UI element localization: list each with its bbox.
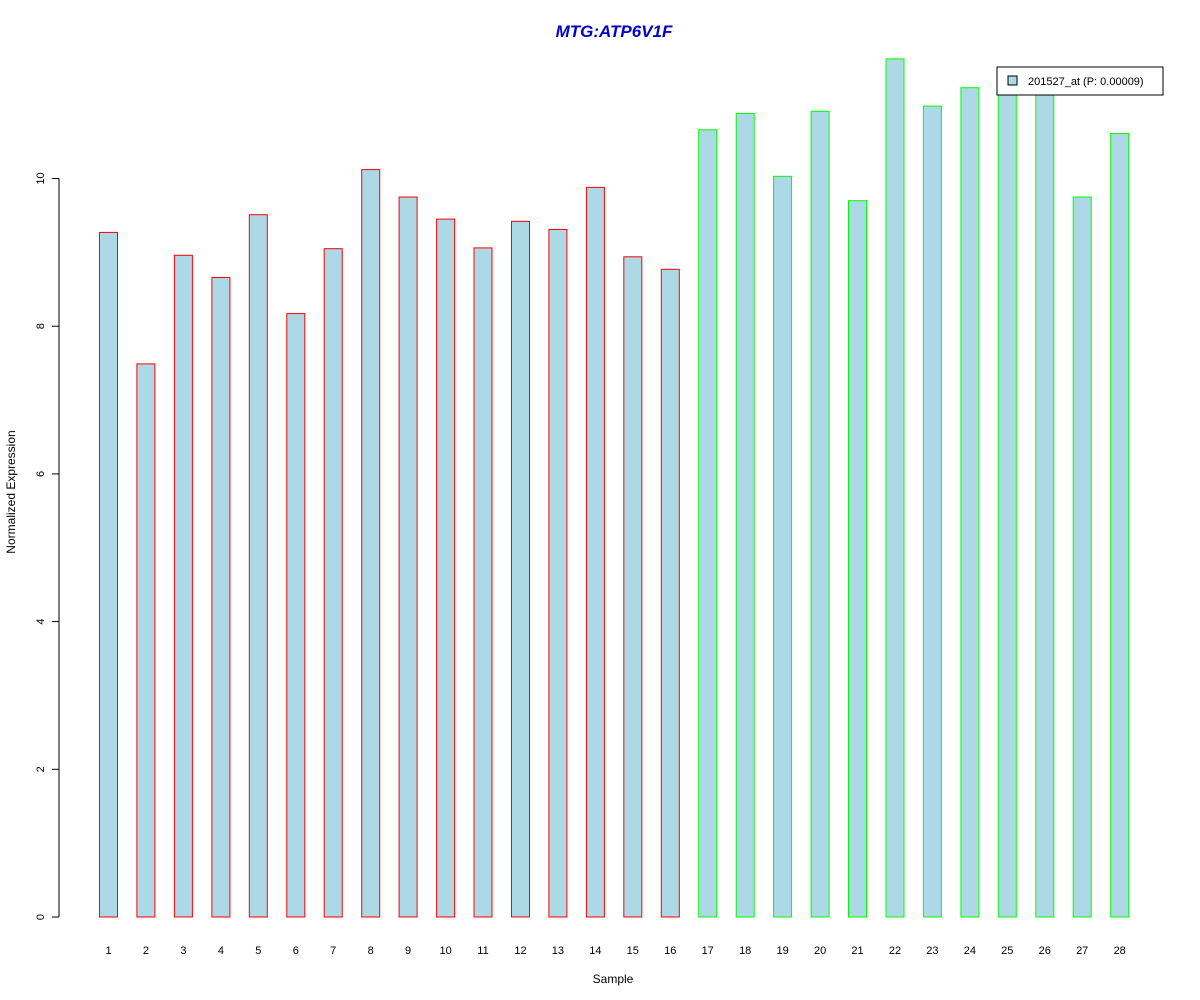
x-tick-label: 13 xyxy=(552,945,564,957)
x-tick-label: 17 xyxy=(702,945,714,957)
x-tick-label: 6 xyxy=(293,945,299,957)
bar-sample-25 xyxy=(997,90,1017,918)
bar-sample-18 xyxy=(735,113,755,918)
x-tick-label: 16 xyxy=(664,945,676,957)
bar-sample-19 xyxy=(773,175,793,918)
bar-sample-7 xyxy=(323,248,343,918)
bar-sample-4 xyxy=(211,277,231,918)
x-tick-label: 23 xyxy=(926,945,938,957)
bar-sample-11 xyxy=(473,247,493,918)
bar-sample-20 xyxy=(810,110,830,918)
bar-sample-26 xyxy=(1035,87,1055,918)
bar-sample-10 xyxy=(436,218,456,918)
legend: 201527_at (P: 0.00009) xyxy=(996,66,1164,96)
bar-sample-15 xyxy=(623,256,643,918)
x-tick-label: 18 xyxy=(739,945,751,957)
bar-sample-12 xyxy=(511,220,530,918)
x-tick-label: 12 xyxy=(514,945,526,957)
bar-sample-13 xyxy=(548,229,568,918)
bar-sample-14 xyxy=(585,186,605,918)
y-tick-label: 2 xyxy=(35,766,47,772)
bar-sample-9 xyxy=(398,196,418,918)
x-tick-label: 4 xyxy=(218,945,224,957)
x-tick-label: 3 xyxy=(180,945,186,957)
y-tick-label: 6 xyxy=(35,471,47,477)
legend-swatch xyxy=(1007,75,1018,86)
legend-box xyxy=(996,66,1164,96)
bar-sample-8 xyxy=(361,169,381,918)
bar-sample-17 xyxy=(698,129,718,918)
x-tick-label: 8 xyxy=(368,945,374,957)
bar-sample-3 xyxy=(173,254,193,918)
x-tick-label: 10 xyxy=(439,945,451,957)
bar-sample-16 xyxy=(660,268,680,918)
bar-sample-22 xyxy=(885,58,905,918)
x-tick-label: 26 xyxy=(1039,945,1051,957)
x-tick-label: 28 xyxy=(1114,945,1126,957)
y-axis-title: Normalized Expression xyxy=(4,430,18,553)
x-tick-label: 27 xyxy=(1076,945,1088,957)
x-tick-label: 20 xyxy=(814,945,826,957)
x-tick-label: 19 xyxy=(776,945,788,957)
y-tick-label: 4 xyxy=(35,619,47,625)
x-tick-label: 21 xyxy=(851,945,863,957)
bar-sample-21 xyxy=(848,200,867,918)
bar-sample-5 xyxy=(248,214,268,918)
y-tick-label: 8 xyxy=(35,323,47,329)
bar-sample-1 xyxy=(99,231,118,918)
x-tick-label: 24 xyxy=(964,945,976,957)
legend-label: 201527_at (P: 0.00009) xyxy=(1028,76,1144,88)
x-tick-label: 9 xyxy=(405,945,411,957)
x-tick-label: 11 xyxy=(477,945,488,957)
bar-sample-27 xyxy=(1072,196,1092,918)
bar-sample-2 xyxy=(136,363,156,918)
bars-group xyxy=(99,58,1130,918)
bar-sample-23 xyxy=(922,105,942,918)
x-tick-label: 2 xyxy=(143,945,149,957)
x-tick-label: 7 xyxy=(330,945,336,957)
chart-title: MTG:ATP6V1F xyxy=(556,22,673,41)
y-tick-label: 10 xyxy=(35,172,47,184)
x-tick-label: 5 xyxy=(255,945,261,957)
x-tick-labels: 1 2 3 4 5 6 7 8 9 10 11 12 13 14 15 16 17 18 19 20 21 22 23 24 2… xyxy=(105,945,1125,957)
x-tick-label: 15 xyxy=(627,945,639,957)
bar-sample-28 xyxy=(1110,133,1130,918)
bar-sample-24 xyxy=(960,87,980,918)
y-tick-label: 0 xyxy=(35,914,47,920)
x-tick-label: 14 xyxy=(589,945,601,957)
x-axis-title: Sample xyxy=(593,972,634,986)
x-tick-label: 1 xyxy=(105,945,111,957)
bar-sample-6 xyxy=(286,313,306,918)
x-tick-label: 22 xyxy=(889,945,901,957)
y-axis: 0 2 4 6 8 10 xyxy=(35,172,60,920)
x-tick-label: 25 xyxy=(1001,945,1013,957)
